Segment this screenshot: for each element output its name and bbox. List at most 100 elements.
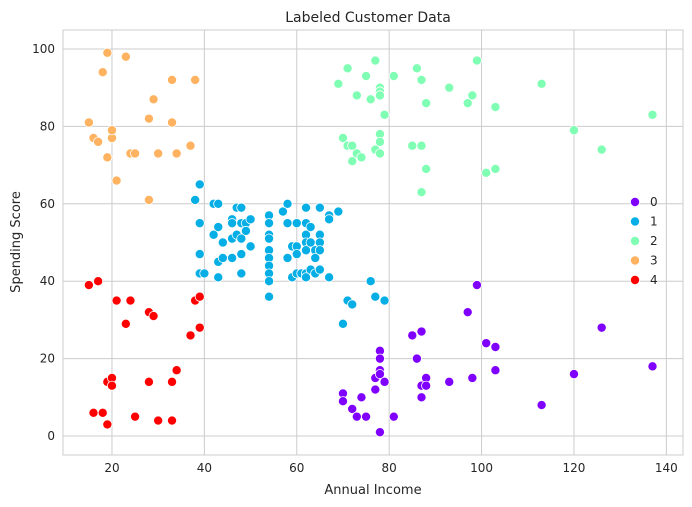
data-point — [194, 291, 205, 302]
data-point — [97, 67, 108, 78]
data-point — [462, 98, 473, 109]
legend-marker — [630, 255, 641, 266]
data-point — [111, 175, 122, 186]
data-point — [106, 380, 117, 391]
data-point — [347, 299, 358, 310]
legend-label: 2 — [650, 234, 658, 248]
data-point — [536, 78, 547, 89]
data-point — [490, 102, 501, 113]
data-point — [143, 113, 154, 124]
data-point — [314, 264, 325, 275]
data-point — [93, 276, 104, 287]
data-point — [416, 326, 427, 337]
data-point — [143, 194, 154, 205]
data-point — [481, 338, 492, 349]
x-tick-label: 140 — [655, 461, 678, 475]
data-point — [264, 218, 275, 229]
data-point — [407, 330, 418, 341]
data-point — [282, 218, 293, 229]
data-point — [301, 202, 312, 213]
data-point — [347, 403, 358, 414]
data-point — [370, 384, 381, 395]
data-point — [370, 55, 381, 66]
data-point — [190, 194, 201, 205]
data-point — [167, 415, 178, 426]
legend-label: 3 — [650, 254, 658, 268]
data-point — [347, 140, 358, 151]
data-point — [240, 225, 251, 236]
data-point — [462, 307, 473, 318]
data-point — [467, 90, 478, 101]
y-tick-label: 100 — [32, 42, 55, 56]
data-point — [167, 117, 178, 128]
y-tick-label: 40 — [40, 274, 55, 288]
data-point — [153, 148, 164, 159]
data-point — [314, 202, 325, 213]
data-points — [83, 47, 658, 438]
data-point — [88, 407, 99, 418]
data-point — [407, 140, 418, 151]
data-point — [374, 369, 385, 380]
data-point — [282, 252, 293, 263]
data-point — [148, 94, 159, 105]
data-point — [102, 152, 113, 163]
y-tick-label: 80 — [40, 119, 55, 133]
data-point — [481, 167, 492, 178]
data-point — [342, 63, 353, 74]
data-point — [171, 148, 182, 159]
data-point — [374, 427, 385, 438]
legend-marker — [630, 274, 641, 285]
y-axis-label: Spending Score — [9, 191, 24, 293]
data-point — [227, 218, 238, 229]
data-point — [370, 291, 381, 302]
data-point — [153, 415, 164, 426]
data-point — [83, 280, 94, 291]
data-point — [194, 322, 205, 333]
data-point — [568, 369, 579, 380]
data-point — [411, 63, 422, 74]
data-point — [365, 276, 376, 287]
data-point — [351, 90, 362, 101]
data-point — [421, 98, 432, 109]
data-point — [379, 295, 390, 306]
data-point — [245, 214, 256, 225]
data-point — [490, 342, 501, 353]
data-point — [120, 318, 131, 329]
y-tick-label: 60 — [40, 197, 55, 211]
data-point — [351, 411, 362, 422]
data-point — [356, 152, 367, 163]
data-point — [467, 372, 478, 383]
data-point — [305, 222, 316, 233]
data-point — [324, 214, 335, 225]
data-point — [337, 396, 348, 407]
data-point — [596, 144, 607, 155]
data-point — [236, 202, 247, 213]
data-point — [356, 392, 367, 403]
data-point — [444, 376, 455, 387]
data-point — [102, 47, 113, 58]
data-point — [185, 330, 196, 341]
data-point — [217, 237, 228, 248]
data-point — [213, 272, 224, 283]
data-point — [236, 249, 247, 260]
data-point — [227, 252, 238, 263]
data-point — [167, 376, 178, 387]
data-point — [120, 51, 131, 62]
data-point — [291, 249, 302, 260]
data-point — [199, 268, 210, 279]
data-point — [143, 376, 154, 387]
legend-marker — [630, 235, 641, 246]
data-point — [421, 163, 432, 174]
data-point — [361, 411, 372, 422]
data-point — [379, 109, 390, 120]
legend-marker — [630, 196, 641, 207]
data-point — [277, 206, 288, 217]
data-point — [93, 136, 104, 147]
data-point — [374, 353, 385, 364]
data-point — [185, 140, 196, 151]
x-tick-label: 100 — [470, 461, 493, 475]
data-point — [236, 233, 247, 244]
data-point — [83, 117, 94, 128]
